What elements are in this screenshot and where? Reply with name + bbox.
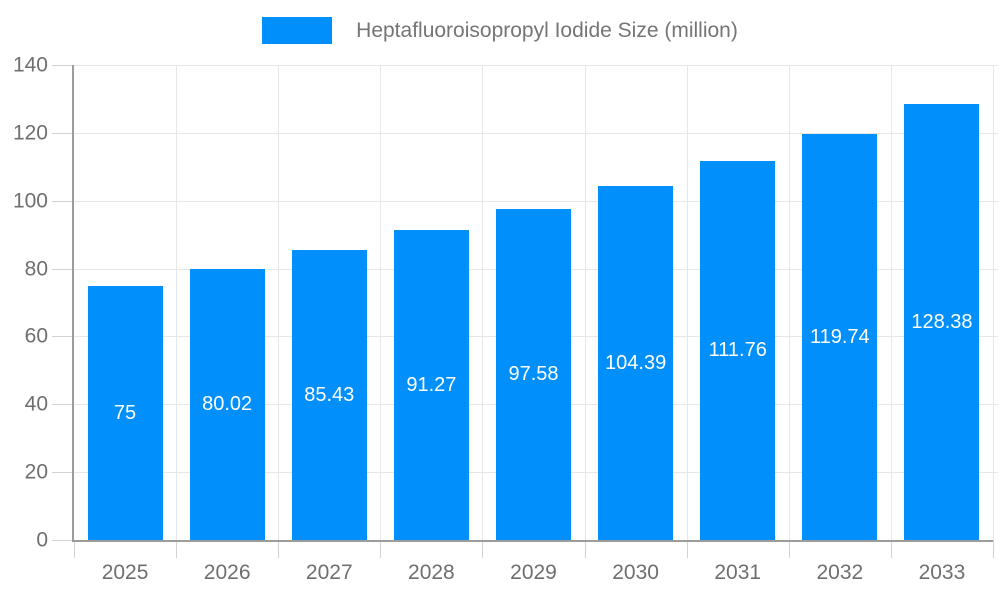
y-axis-tick <box>52 268 74 270</box>
x-gridline <box>890 65 892 540</box>
bar-value-label: 85.43 <box>304 384 355 407</box>
x-axis-tick <box>482 540 484 558</box>
x-gridline <box>380 65 382 540</box>
legend-label: Heptafluoroisopropyl Iodide Size (millio… <box>356 19 738 42</box>
bar-value-label: 119.74 <box>809 325 870 348</box>
bar-2033: 128.38 <box>904 104 980 540</box>
bar-2031: 111.76 <box>700 160 776 540</box>
x-axis-label: 2030 <box>612 561 659 584</box>
x-gridline <box>482 65 484 540</box>
x-axis-tick <box>890 540 892 558</box>
y-axis-tick <box>52 472 74 474</box>
x-gridline <box>686 65 688 540</box>
x-gridline <box>993 65 994 540</box>
y-gridline <box>74 132 998 134</box>
bar-2026: 80.02 <box>189 268 265 540</box>
x-axis-line <box>72 540 993 542</box>
y-gridline <box>74 200 998 202</box>
bar-2027: 85.43 <box>291 250 367 540</box>
x-axis-tick <box>993 540 994 558</box>
bar-value-label: 80.02 <box>202 393 253 416</box>
y-axis-label: 20 <box>24 460 48 484</box>
y-axis-tick <box>52 65 74 66</box>
bar-value-label: 104.39 <box>605 351 667 374</box>
bar-2029: 97.58 <box>496 208 571 540</box>
y-axis-label: 60 <box>24 324 48 348</box>
x-axis-tick <box>278 540 280 558</box>
bar-2025: 75 <box>87 285 163 540</box>
x-axis-tick <box>686 540 688 558</box>
y-axis-line <box>72 65 74 542</box>
y-axis-tick <box>52 132 74 134</box>
y-axis-label: 120 <box>12 121 48 145</box>
x-axis-label: 2027 <box>305 561 353 584</box>
chart-legend-item[interactable]: Heptafluoroisopropyl Iodide Size (millio… <box>0 17 1000 44</box>
bar-value-label: 97.58 <box>508 363 559 386</box>
x-axis-label: 2026 <box>203 561 251 584</box>
y-axis-label: 100 <box>12 189 48 213</box>
x-axis-tick <box>788 540 790 558</box>
x-axis-label: 2028 <box>408 561 455 584</box>
x-axis-tick <box>74 540 75 558</box>
x-gridline <box>788 65 790 540</box>
bar-2030: 104.39 <box>598 185 674 540</box>
x-axis-tick <box>380 540 382 558</box>
legend-marker <box>262 17 333 44</box>
x-axis-label: 2025 <box>101 561 149 584</box>
x-axis-label: 2031 <box>714 561 762 584</box>
x-gridline <box>176 65 178 540</box>
x-axis-label: 2033 <box>918 561 966 584</box>
x-axis-label: 2029 <box>510 561 557 584</box>
x-axis-tick <box>176 540 178 558</box>
y-axis-label: 40 <box>24 392 48 416</box>
bar-value-label: 91.27 <box>406 374 457 397</box>
plot-area: 0 20 40 60 80 100 120 140 75 2025 80.02 2026 85.43 20… <box>13 55 998 583</box>
bar-value-label: 111.76 <box>708 339 767 362</box>
y-axis-tick <box>52 336 74 338</box>
x-gridline <box>278 65 280 540</box>
bar-2032: 119.74 <box>802 133 878 540</box>
bar-value-label: 128.38 <box>911 311 973 334</box>
y-axis-tick <box>52 200 74 202</box>
y-axis-tick <box>52 404 74 406</box>
bar-value-label: 75 <box>113 401 137 424</box>
y-gridline <box>74 65 998 66</box>
x-axis-label: 2032 <box>816 561 864 584</box>
y-axis-label: 80 <box>24 257 48 281</box>
bar-2028: 91.27 <box>393 230 469 540</box>
x-axis-tick <box>584 540 586 558</box>
y-axis-tick <box>52 540 74 541</box>
y-axis-label: 0 <box>36 528 48 552</box>
x-gridline <box>584 65 586 540</box>
y-axis-label: 140 <box>12 53 48 77</box>
